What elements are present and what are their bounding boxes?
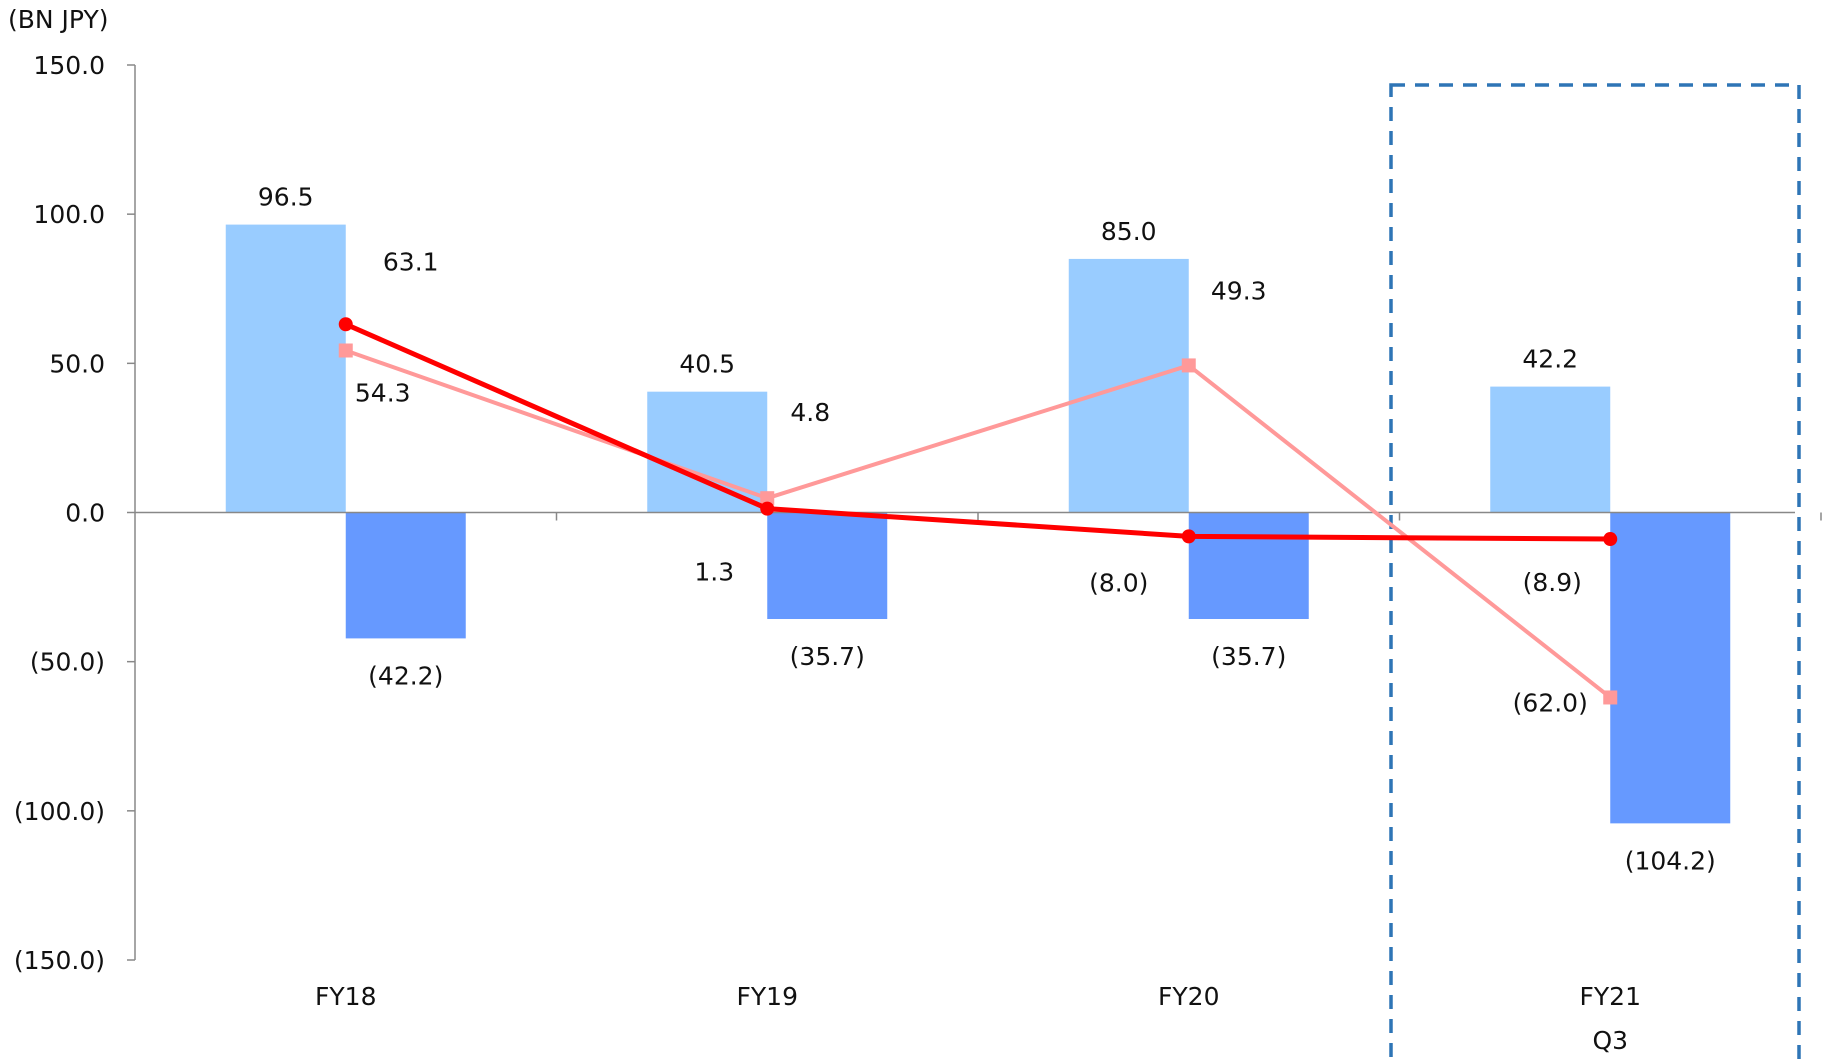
bar-label-fy18-s2: (42.2) bbox=[368, 661, 443, 690]
line-point-fy21-s1 bbox=[1603, 532, 1618, 547]
x-axis: FY18 FY19 FY20 FY21 Q3 bbox=[135, 511, 1822, 1055]
line-label-fy19-s2: 4.8 bbox=[790, 398, 830, 427]
y-tick-label: 0.0 bbox=[65, 499, 105, 528]
highlight-box bbox=[1389, 83, 1801, 1060]
bar-label-fy18-s1: 96.5 bbox=[258, 183, 314, 212]
bar-fy21-s1 bbox=[1490, 386, 1611, 513]
line-label-fy21-s2: (62.0) bbox=[1513, 688, 1588, 717]
bar-fy21-s2 bbox=[1610, 512, 1731, 824]
line-point-fy18-s2 bbox=[338, 343, 353, 358]
line-point-fy19-s2 bbox=[760, 491, 775, 506]
bar-label-fy19-s1: 40.5 bbox=[679, 350, 735, 379]
line-label-fy20-s1: (8.0) bbox=[1089, 568, 1148, 597]
line-label-fy18-s1: 63.1 bbox=[383, 247, 439, 276]
bar-fy18-s2 bbox=[345, 512, 466, 639]
bar-fy19-s1 bbox=[647, 391, 768, 513]
data-labels: 96.5 40.5 85.0 42.2 (42.2) (35.7) (35.7) (104.2… bbox=[258, 183, 1716, 876]
y-tick-label: (100.0) bbox=[14, 797, 105, 826]
line-point-fy21-s2 bbox=[1603, 690, 1618, 705]
bar-label-fy20-s2: (35.7) bbox=[1211, 642, 1286, 671]
line-series-2 bbox=[345, 348, 1612, 700]
bar-fy20-s2 bbox=[1188, 512, 1309, 620]
bar-label-fy20-s1: 85.0 bbox=[1101, 217, 1157, 246]
y-tick-label: 150.0 bbox=[33, 51, 105, 80]
bar-series bbox=[225, 224, 1731, 824]
x-tick-label: FY21 bbox=[1580, 982, 1641, 1011]
line-label-fy19-s1: 1.3 bbox=[694, 558, 734, 587]
line-point-fy20-s1 bbox=[1181, 529, 1196, 544]
bar-label-fy19-s2: (35.7) bbox=[790, 642, 865, 671]
x-tick-sublabel: Q3 bbox=[1592, 1026, 1628, 1055]
line-label-fy21-s1: (8.9) bbox=[1523, 568, 1582, 597]
bar-fy19-s2 bbox=[767, 512, 888, 620]
line-point-fy19-s1 bbox=[760, 501, 775, 516]
y-axis: 150.0 100.0 50.0 0.0 (50.0) (100.0) (150.0) bbox=[14, 51, 136, 975]
unit-label: (BN JPY) bbox=[8, 5, 108, 34]
x-tick-label: FY18 bbox=[315, 982, 376, 1011]
line-point-fy18-s1 bbox=[338, 317, 353, 332]
line-series-1 bbox=[344, 321, 1611, 542]
x-tick-label: FY20 bbox=[1158, 982, 1219, 1011]
bar-label-fy21-s1: 42.2 bbox=[1522, 345, 1578, 374]
y-tick-label: (50.0) bbox=[30, 648, 105, 677]
line-label-fy20-s2: 49.3 bbox=[1211, 276, 1267, 305]
line-label-fy18-s2: 54.3 bbox=[355, 379, 411, 408]
x-tick-label: FY19 bbox=[737, 982, 798, 1011]
bar-fy18-s1 bbox=[225, 224, 346, 513]
y-tick-label: 50.0 bbox=[49, 349, 105, 378]
fy21-highlight-box bbox=[1389, 83, 1801, 1060]
y-tick-label: 100.0 bbox=[33, 200, 105, 229]
line-point-fy20-s2 bbox=[1181, 358, 1196, 373]
y-tick-label: (150.0) bbox=[14, 946, 105, 975]
line-series bbox=[338, 317, 1618, 705]
bar-label-fy21-s2: (104.2) bbox=[1625, 846, 1716, 875]
